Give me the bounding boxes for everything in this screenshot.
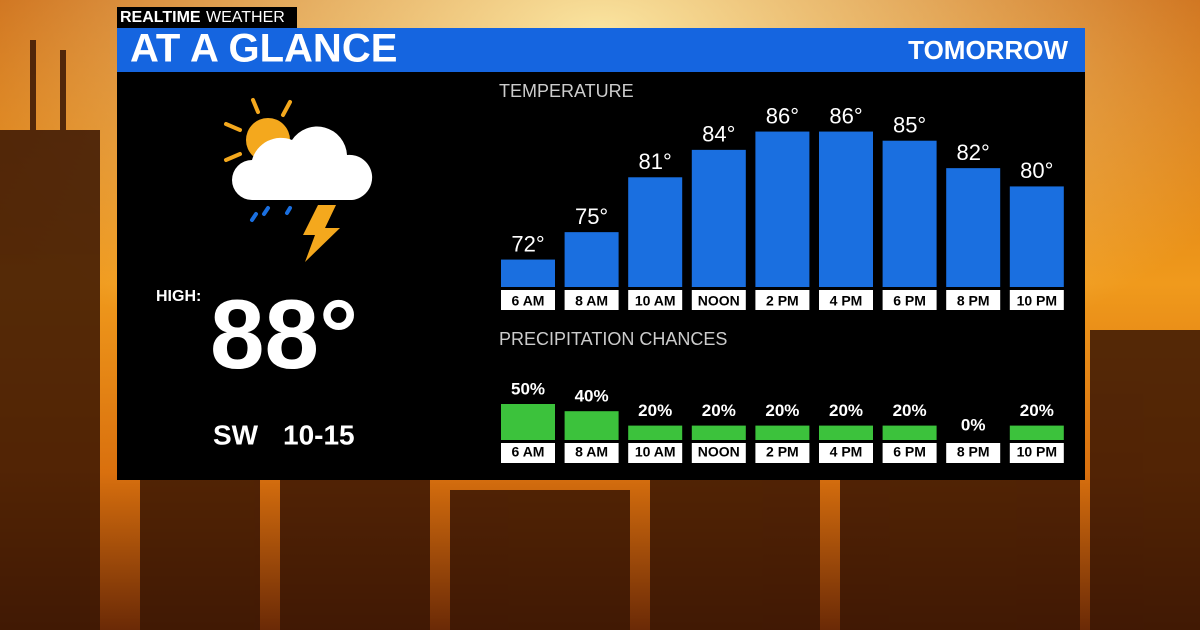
value-label: 84° (702, 122, 735, 147)
category-label: 10 AM (635, 293, 676, 309)
category-box (755, 443, 810, 463)
category-label: 8 AM (575, 293, 608, 309)
skyline (0, 40, 1200, 630)
category-box (564, 290, 619, 310)
header-title: AT A GLANCE (130, 27, 397, 71)
bar (691, 425, 746, 440)
value-label: 20% (638, 401, 672, 420)
category-box (755, 290, 810, 310)
value-label: 50% (511, 379, 545, 398)
category-label: 4 PM (830, 444, 863, 460)
value-label: 20% (702, 401, 736, 420)
category-box (501, 290, 555, 310)
badge-brand: REALTIME (120, 9, 201, 26)
wind-direction: SW (213, 419, 259, 450)
value-label: 40% (575, 387, 609, 406)
high-value: 88° (210, 279, 358, 389)
category-box (501, 443, 555, 463)
category-box (691, 443, 746, 463)
category-label: 4 PM (830, 293, 863, 309)
category-label: 8 PM (957, 444, 990, 460)
category-box (628, 290, 683, 310)
value-label: 20% (1020, 401, 1054, 420)
bar (755, 425, 810, 440)
value-label: 85° (893, 113, 926, 138)
value-label: 20% (765, 401, 799, 420)
bar (1009, 425, 1064, 440)
bar (501, 404, 555, 440)
chart-title: TEMPERATURE (499, 81, 634, 101)
category-label: 10 AM (635, 444, 676, 460)
header-period: TOMORROW (908, 35, 1068, 65)
bar (564, 411, 619, 440)
category-box (882, 290, 937, 310)
value-label: 20% (829, 401, 863, 420)
category-label: NOON (698, 444, 740, 460)
value-label: 80° (1020, 158, 1053, 183)
category-label: 8 PM (957, 293, 990, 309)
category-label: 6 AM (512, 293, 545, 309)
category-box (819, 443, 873, 463)
category-label: NOON (698, 293, 740, 309)
category-box (691, 290, 746, 310)
value-label: 20% (893, 401, 927, 420)
bar (564, 232, 619, 287)
category-box (1009, 290, 1064, 310)
bar (1009, 186, 1064, 287)
value-label: 82° (957, 140, 990, 165)
value-label: 72° (511, 231, 544, 256)
bar (946, 168, 1001, 287)
category-label: 6 AM (512, 444, 545, 460)
category-label: 10 PM (1017, 444, 1057, 460)
category-label: 6 PM (893, 293, 926, 309)
bar (755, 131, 810, 287)
category-box (946, 290, 1001, 310)
badge-product: WEATHER (206, 9, 285, 26)
bar (691, 149, 746, 287)
category-label: 6 PM (893, 444, 926, 460)
category-box (564, 443, 619, 463)
bar (819, 425, 873, 440)
bar (819, 131, 873, 287)
category-label: 8 AM (575, 444, 608, 460)
weather-icon (224, 98, 373, 262)
value-label: 0% (961, 415, 986, 434)
category-label: 10 PM (1017, 293, 1057, 309)
category-box (819, 290, 873, 310)
value-label: 86° (829, 103, 862, 128)
category-label: 2 PM (766, 444, 799, 460)
bar (628, 425, 683, 440)
category-box (1009, 443, 1064, 463)
bar (501, 259, 555, 287)
badge-box (117, 7, 297, 28)
bar (882, 425, 937, 440)
bar (628, 177, 683, 287)
category-box (882, 443, 937, 463)
high-label: HIGH: (156, 288, 201, 305)
header-bar (117, 28, 1085, 72)
value-label: 86° (766, 103, 799, 128)
value-label: 75° (575, 204, 608, 229)
category-box (946, 443, 1001, 463)
bar (882, 140, 937, 287)
value-label: 81° (639, 149, 672, 174)
category-box (628, 443, 683, 463)
wind-speed: 10-15 (283, 419, 355, 450)
chart-title: PRECIPITATION CHANCES (499, 329, 727, 349)
category-label: 2 PM (766, 293, 799, 309)
